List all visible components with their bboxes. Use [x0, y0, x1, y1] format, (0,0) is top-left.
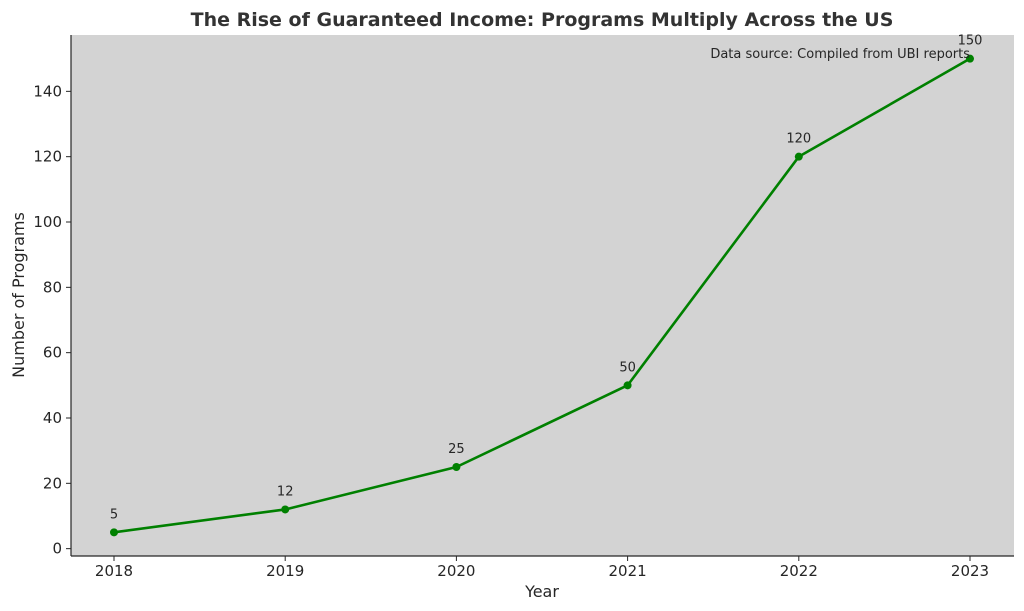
x-tick-label: 2018	[95, 562, 133, 580]
y-tick-label: 100	[33, 213, 62, 231]
plot-area	[71, 35, 1014, 556]
data-label: 50	[619, 360, 636, 375]
data-point	[110, 528, 118, 537]
y-tick-label: 0	[52, 540, 62, 558]
x-tick-label: 2022	[780, 562, 818, 580]
y-tick-label: 40	[43, 409, 62, 427]
data-point	[794, 152, 803, 161]
data-point	[623, 381, 632, 390]
y-tick-label: 20	[43, 474, 62, 492]
data-label: 150	[958, 34, 983, 49]
data-label: 5	[110, 507, 118, 522]
data-label: 120	[786, 132, 811, 147]
data-point	[966, 54, 974, 63]
y-tick-label: 140	[33, 82, 62, 100]
data-point	[281, 505, 290, 514]
data-labels: 5 12 25 50 120 150	[110, 34, 983, 523]
data-source-annotation: Data source: Compiled from UBI reports	[710, 47, 970, 62]
x-tick-label: 2021	[609, 562, 647, 580]
x-axis-label: Year	[524, 582, 559, 601]
series-layer	[110, 54, 974, 537]
data-label: 25	[448, 442, 465, 457]
data-label: 12	[277, 484, 294, 499]
x-tick-label: 2023	[951, 562, 989, 580]
series-line	[113, 57, 971, 534]
data-point	[452, 462, 461, 471]
y-axis-label: Number of Programs	[9, 212, 28, 378]
y-tick-label: 80	[43, 278, 62, 296]
x-tick-label: 2020	[437, 562, 475, 580]
y-axis-ticks: 0 20 40 60 80 100 120 140	[33, 82, 71, 558]
y-tick-label: 120	[33, 148, 62, 166]
chart-title: The Rise of Guaranteed Income: Programs …	[191, 9, 894, 31]
y-tick-label: 60	[43, 344, 62, 362]
x-axis-ticks: 2018 2019 2020 2021 2022 2023	[95, 556, 989, 580]
x-tick-label: 2019	[266, 562, 304, 580]
